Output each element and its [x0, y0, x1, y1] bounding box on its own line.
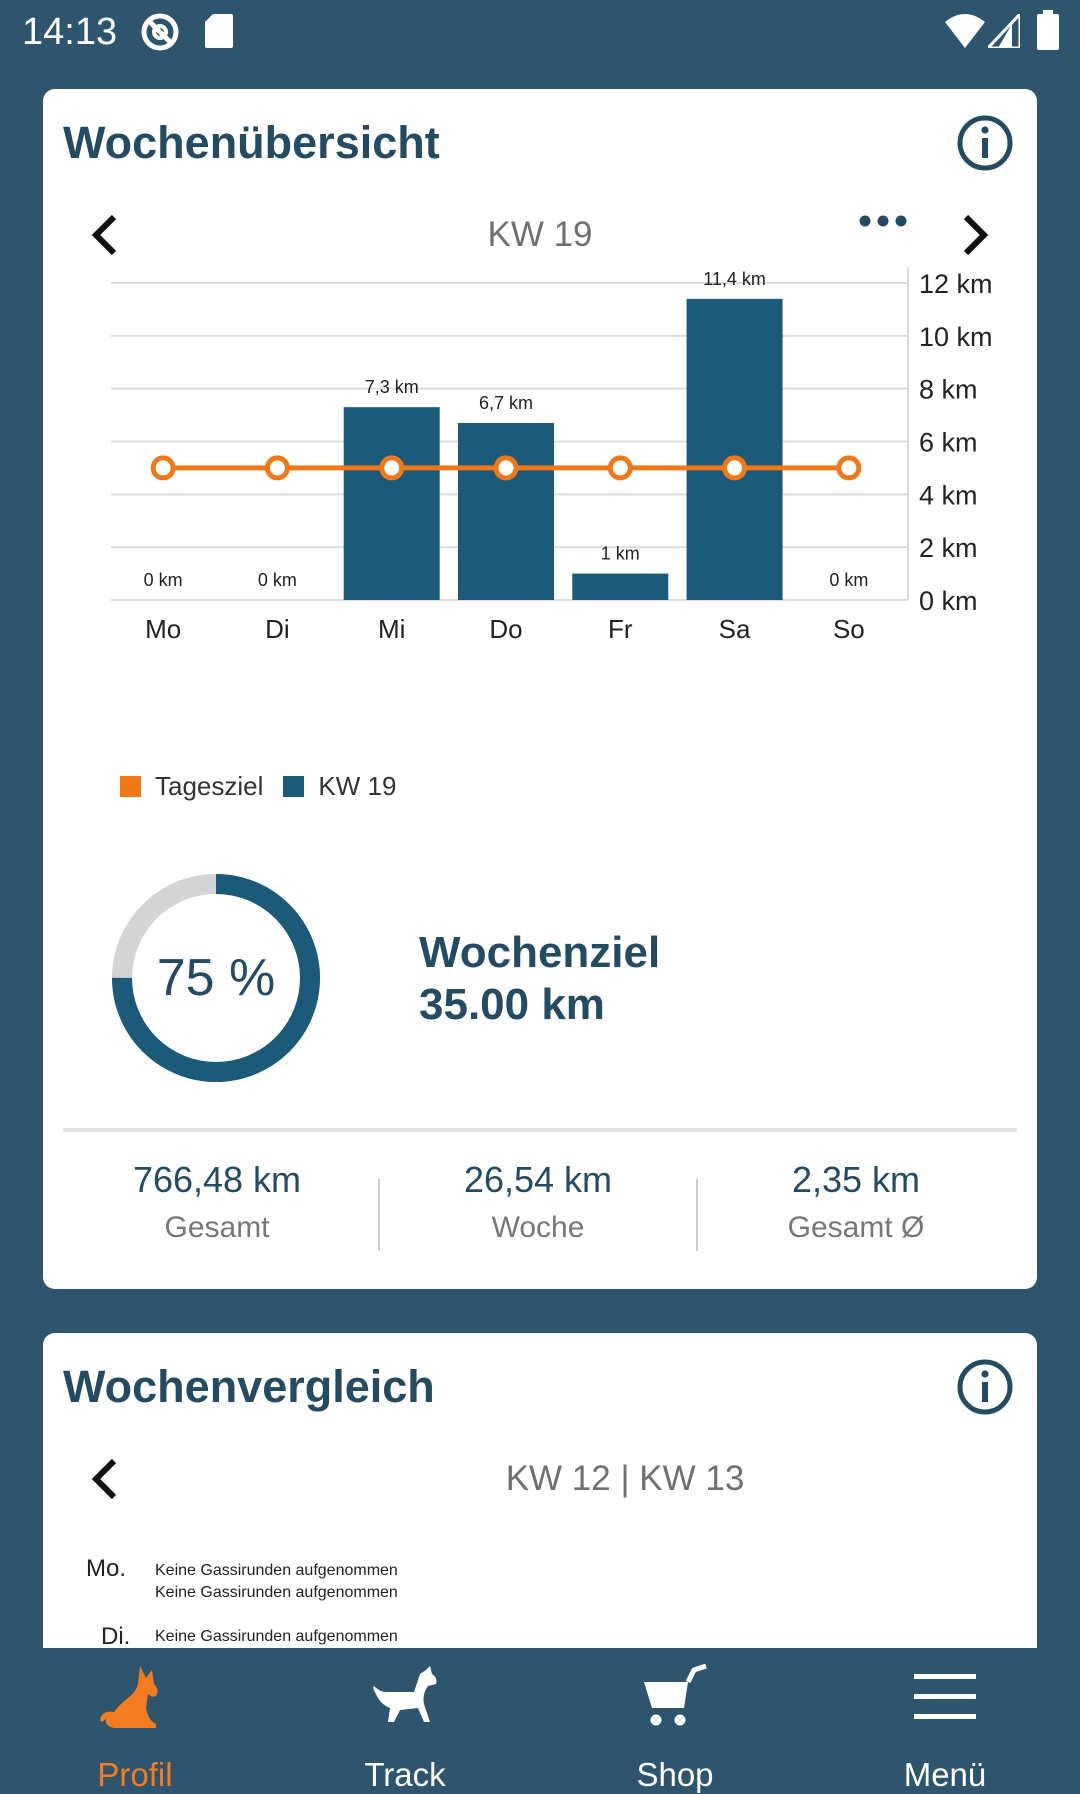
x-tick-label: Sa [719, 614, 751, 644]
more-options-icon[interactable] [858, 214, 908, 228]
goal-point [607, 455, 633, 481]
data-label: 6,7 km [479, 393, 533, 413]
divider [63, 1128, 1017, 1132]
nav-label: Shop [636, 1756, 714, 1793]
hamburger-icon [914, 1674, 976, 1719]
stat-label: Woche [491, 1211, 585, 1244]
y-tick-label: 10 km [919, 322, 993, 352]
legend-swatch-goal [120, 775, 141, 797]
stat-separator [378, 1179, 380, 1251]
stat-label: Gesamt Ø [787, 1211, 925, 1244]
goal-point [379, 455, 405, 481]
comparison-entry: Keine Gassirunden aufgenommen Keine Gass… [155, 1560, 398, 1604]
data-label: 0 km [829, 570, 868, 590]
comparison-day: Mo. [86, 1555, 127, 1582]
progress-ring [112, 874, 320, 1082]
x-tick-label: Fr [608, 614, 633, 644]
overview-title: Wochenübersicht [63, 117, 440, 168]
cart-icon [644, 1664, 707, 1726]
stat-average: 2,35 km Gesamt Ø [697, 1159, 1015, 1245]
stat-week: 26,54 km Woche [379, 1159, 697, 1245]
info-icon[interactable] [957, 1359, 1013, 1415]
ring-percent: 75 % [156, 949, 276, 1007]
stat-value: 2,35 km [791, 1159, 921, 1200]
weekly-distance-chart: 0 km 2 km 4 km 6 km 8 km 10 km 12 km 0 km 0 km 7,… [111, 267, 993, 644]
comparison-entry-line: Keine Gassirunden aufgenommen [155, 1584, 398, 1601]
no-disturb-icon [141, 13, 179, 51]
goal-point [493, 455, 519, 481]
y-tick-label: 6 km [919, 428, 978, 458]
sd-card-icon [205, 14, 233, 48]
status-time: 14:13 [22, 11, 118, 53]
y-tick-label: 12 km [919, 269, 993, 299]
bar-do [458, 423, 554, 600]
comparison-entry-line: Keine Gassirunden aufgenommen [155, 1562, 398, 1579]
x-tick-label: Do [489, 614, 522, 644]
legend-item-week: KW 19 [283, 771, 396, 802]
stat-value: 766,48 km [132, 1159, 302, 1200]
nav-track[interactable]: Track [270, 1648, 540, 1794]
legend-swatch-week [283, 775, 305, 797]
data-label: 7,3 km [365, 377, 419, 397]
stats-row: 766,48 km Gesamt 26,54 km Woche 2,35 km … [43, 1159, 1037, 1279]
goal-point [264, 455, 290, 481]
comparison-entry: Keine Gassirunden aufgenommen [155, 1626, 398, 1648]
stat-value: 26,54 km [463, 1159, 613, 1200]
data-label: 0 km [258, 570, 297, 590]
next-week-icon[interactable] [960, 213, 990, 257]
bar-fr [572, 573, 669, 600]
dog-icon [373, 1666, 437, 1722]
nav-label: Menü [903, 1756, 987, 1793]
signal-icon [988, 14, 1020, 48]
nav-profil[interactable]: Profil [0, 1648, 270, 1794]
nav-menu[interactable]: Menü [810, 1648, 1080, 1794]
stat-separator [696, 1179, 698, 1251]
comparison-title: Wochenvergleich [63, 1361, 435, 1412]
y-tick-label: 0 km [919, 586, 978, 616]
overview-week-label: KW 19 [487, 215, 593, 254]
goal-point [150, 455, 176, 481]
x-tick-label: Di [265, 614, 290, 644]
weekly-overview-card: Wochenübersicht KW 19 0 km 2 km 4 km 6 km 8 … [43, 89, 1037, 1289]
wifi-icon [945, 14, 985, 48]
info-icon[interactable] [957, 115, 1013, 171]
nav-label: Profil [97, 1756, 173, 1793]
stat-label: Gesamt [164, 1211, 270, 1244]
goal-point [836, 455, 862, 481]
comparison-entry-line: Keine Gassirunden aufgenommen [155, 1628, 398, 1645]
legend-item-goal: Tagesziel [120, 771, 263, 802]
weekly-goal-ring: 75 % [111, 873, 321, 1083]
y-tick-label: 4 km [919, 480, 978, 510]
bar-mi [343, 407, 440, 600]
legend-label-goal: Tagesziel [155, 770, 264, 801]
x-tick-label: Mo [145, 614, 181, 644]
data-label: 0 km [144, 570, 183, 590]
x-tick-label: So [833, 614, 865, 644]
bottom-navigation: Profil Track Shop Menü [0, 1648, 1080, 1794]
bar-sa [686, 298, 783, 600]
nav-label: Track [364, 1756, 446, 1793]
x-tick-label: Mi [378, 614, 405, 644]
comparison-day: Di. [101, 1623, 131, 1650]
previous-week-icon[interactable] [90, 1457, 120, 1501]
fox-icon [100, 1666, 158, 1728]
comparison-week-label: KW 12 | KW 13 [505, 1459, 745, 1498]
legend-label-week: KW 19 [318, 770, 397, 801]
data-label: 1 km [601, 544, 640, 564]
weekly-goal-value: 35.00 km [419, 980, 605, 1029]
goal-point [722, 455, 748, 481]
previous-week-icon[interactable] [90, 213, 120, 257]
chart-legend: Tagesziel KW 19 [120, 766, 416, 806]
y-tick-label: 8 km [919, 375, 978, 405]
y-tick-label: 2 km [919, 533, 978, 563]
battery-icon [1037, 10, 1059, 50]
status-bar: 14:13 [0, 0, 1080, 64]
weekly-goal: Wochenziel 35.00 km [419, 927, 660, 1031]
weekly-goal-label: Wochenziel [419, 928, 661, 977]
data-label: 11,4 km [703, 269, 766, 289]
stat-total: 766,48 km Gesamt [58, 1159, 376, 1245]
nav-shop[interactable]: Shop [540, 1648, 810, 1794]
